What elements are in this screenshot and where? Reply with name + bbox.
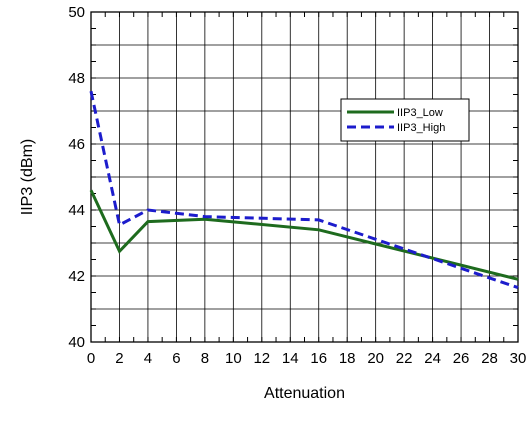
x-tick-label: 14	[282, 350, 299, 367]
series-layer	[89, 90, 519, 290]
x-tick-label: 26	[453, 350, 470, 367]
x-tick-label: 2	[115, 350, 123, 367]
y-tick-label: 50	[68, 4, 85, 21]
x-tick-label: 10	[225, 350, 242, 367]
legend-label-iip3-high: IIP3_High	[397, 122, 445, 134]
x-tick-label: 22	[396, 350, 413, 367]
x-tick-label: 24	[424, 350, 441, 367]
x-tick-labels: 0 2 4 6 8 10 12 14 16 18 20 22 24 26 28 30	[87, 350, 527, 367]
x-tick-label: 4	[144, 350, 152, 367]
x-tick-label: 12	[253, 350, 270, 367]
series-line-iip3-high	[89, 90, 519, 290]
legend: IIP3_Low IIP3_High	[340, 98, 470, 142]
x-tick-label: 20	[367, 350, 384, 367]
x-axis-title: Attenuation	[264, 385, 345, 402]
x-tick-label: 16	[310, 350, 327, 367]
x-tick-label: 6	[172, 350, 180, 367]
x-tick-label: 28	[481, 350, 498, 367]
y-tick-label: 48	[68, 70, 85, 87]
y-tick-label: 46	[68, 136, 85, 153]
y-axis-title: IIP3 (dBm)	[19, 139, 36, 215]
chart-grid	[90, 11, 519, 343]
y-tick-label: 44	[68, 202, 85, 219]
y-tick-label: 42	[68, 268, 85, 285]
legend-box	[340, 98, 470, 142]
series-line-iip3-low	[89, 189, 519, 281]
y-tick-labels: 40 42 44 46 48 50	[68, 4, 85, 351]
x-tick-label: 18	[339, 350, 356, 367]
x-tick-label: 8	[201, 350, 209, 367]
x-tick-label: 0	[87, 350, 95, 367]
y-tick-label: 40	[68, 334, 85, 351]
legend-label-iip3-low: IIP3_Low	[397, 107, 443, 119]
x-tick-label: 30	[510, 350, 527, 367]
